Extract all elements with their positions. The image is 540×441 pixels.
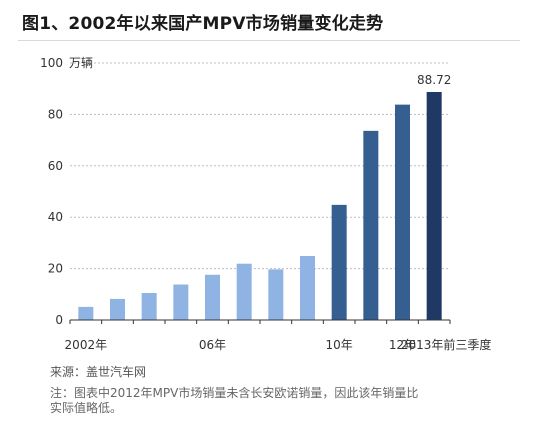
bar xyxy=(268,269,284,320)
footnote: 注：图表中2012年MPV市场销量未含长安欧诺销量，因此该年销量比实际值略低。 xyxy=(50,386,419,415)
bar xyxy=(300,256,315,320)
x-tick-label: 2013年前三季度 xyxy=(401,337,492,352)
y-tick-label: 40 xyxy=(48,210,63,224)
bar xyxy=(173,284,189,320)
y-tick-label: 100 xyxy=(40,56,63,70)
bar xyxy=(363,130,379,320)
title-divider xyxy=(18,40,520,41)
bar xyxy=(236,263,252,320)
x-tick-label: 10年 xyxy=(326,338,353,352)
bar xyxy=(78,306,94,320)
y-tick-label: 0 xyxy=(55,313,63,327)
bar xyxy=(141,293,157,320)
bar xyxy=(110,298,125,320)
y-tick-label: 80 xyxy=(48,107,63,121)
y-tick-label: 20 xyxy=(48,262,63,276)
bar xyxy=(426,91,442,321)
y-unit-label: 万辆 xyxy=(69,56,93,70)
chart-title: 图1、2002年以来国产MPV市场销量变化走势 xyxy=(22,14,384,34)
bar-chart: 0 20 40 60 80 100 万辆 88.72 2002年 06年 10年 12年2013年前三… xyxy=(40,56,492,352)
x-tick-label: 06年 xyxy=(199,338,226,352)
bar xyxy=(205,274,220,320)
bar xyxy=(331,204,347,320)
source-note: 来源：盖世汽车网 xyxy=(50,365,147,379)
data-label: 88.72 xyxy=(417,73,451,87)
x-tick-label: 2002年 xyxy=(65,338,108,352)
y-tick-label: 60 xyxy=(48,159,63,173)
bar xyxy=(395,104,410,320)
x-tick-label: 12年 xyxy=(389,338,416,352)
